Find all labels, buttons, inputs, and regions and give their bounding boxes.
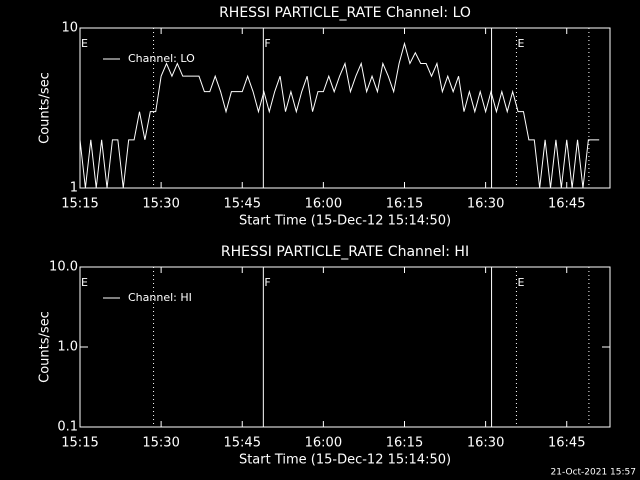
- annotation: E: [81, 276, 88, 289]
- y-tick-label: 10.0: [49, 260, 78, 275]
- annotation: E: [517, 37, 524, 50]
- y-tick-label: 1.0: [57, 340, 78, 355]
- x-tick-label: 16:45: [548, 436, 585, 451]
- legend-label: Channel: LO: [128, 52, 195, 65]
- x-tick-label: 16:00: [305, 436, 342, 451]
- x-tick-label: 16:45: [548, 197, 585, 212]
- data-line: [79, 41, 600, 189]
- footer: 21-Oct-2021 15:57: [551, 468, 636, 478]
- x-tick-label: 16:30: [467, 197, 504, 212]
- x-tick-label: 15:15: [61, 436, 98, 451]
- x-tick-label: 15:30: [142, 197, 179, 212]
- x-tick-label: 16:30: [467, 436, 504, 451]
- x-axis-label: Start Time (15-Dec-12 15:14:50): [239, 214, 451, 229]
- x-tick-label: 16:00: [305, 197, 342, 212]
- x-tick-label: 16:15: [386, 436, 423, 451]
- x-tick-label: 15:45: [224, 197, 261, 212]
- plot-frame: [79, 27, 611, 189]
- annotation: E: [81, 37, 88, 50]
- annotation: F: [264, 276, 270, 289]
- y-tick-label: 10: [61, 21, 78, 36]
- chart-title: RHESSI PARTICLE_RATE Channel: LO: [219, 5, 471, 21]
- x-tick-label: 15:45: [224, 436, 261, 451]
- legend-label: Channel: HI: [128, 291, 192, 304]
- x-tick-label: 16:15: [386, 197, 423, 212]
- y-tick-label: 0.1: [57, 420, 78, 435]
- chart-title: RHESSI PARTICLE_RATE Channel: HI: [221, 244, 469, 260]
- annotation: F: [264, 37, 270, 50]
- x-tick-label: 15:30: [142, 436, 179, 451]
- annotation: E: [517, 276, 524, 289]
- x-axis-label: Start Time (15-Dec-12 15:14:50): [239, 453, 451, 468]
- y-axis-label: Counts/sec: [38, 311, 53, 383]
- x-tick-label: 15:15: [61, 197, 98, 212]
- y-tick-label: 1: [70, 181, 78, 196]
- y-axis-label: Counts/sec: [38, 72, 53, 144]
